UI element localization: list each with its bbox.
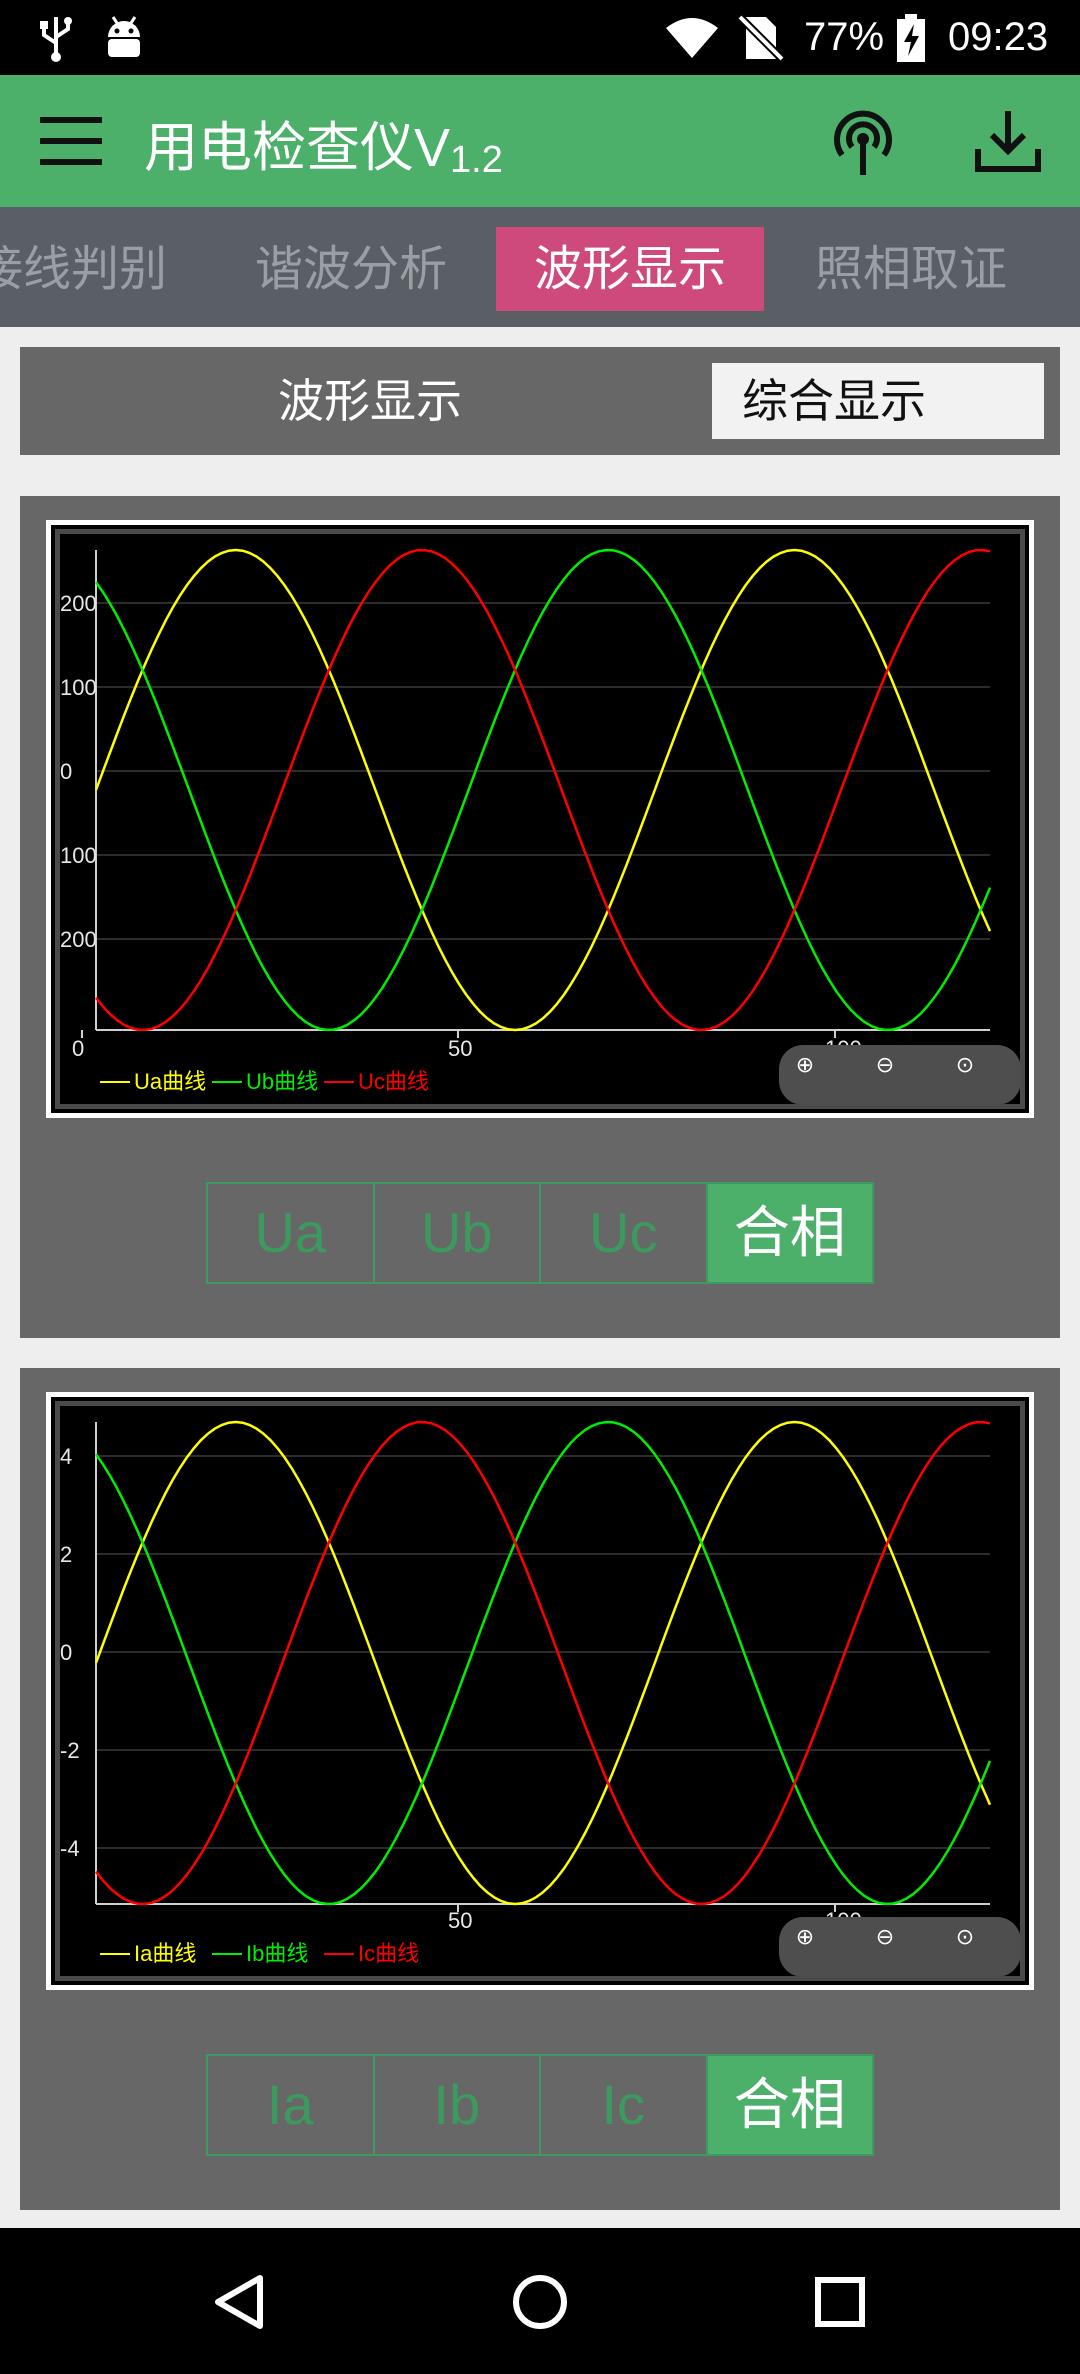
y-tick-label: 200 [60, 591, 97, 616]
zoom-in-icon[interactable]: ⊕ [795, 1053, 815, 1078]
x-tick-label: 50 [448, 1036, 472, 1061]
mode-label: 波形显示 [278, 374, 462, 428]
download-icon[interactable] [972, 107, 1044, 175]
segment-ia[interactable]: Ia [208, 2056, 375, 2154]
segment-combined-voltage[interactable]: 合相 [707, 1184, 872, 1282]
menu-icon[interactable] [40, 111, 102, 171]
legend-label: Ib曲线 [246, 1941, 308, 1966]
series-line [94, 548, 992, 1032]
series-line [94, 548, 992, 1032]
segment-combined-current[interactable]: 合相 [707, 2056, 872, 2154]
tab-wiring[interactable]: 接线判别 [0, 241, 167, 297]
segment-ub[interactable]: Ub [375, 1184, 541, 1282]
battery-percent: 77% [804, 15, 885, 59]
divider [0, 327, 1080, 347]
android-debug-icon [104, 0, 144, 75]
series-line [94, 1420, 992, 1906]
home-icon[interactable] [510, 2272, 570, 2332]
segment-ic[interactable]: Ic [541, 2056, 708, 2154]
x-tick-label: 0 [72, 1036, 84, 1061]
legend-label: Ua曲线 [134, 1069, 206, 1094]
recents-icon[interactable] [810, 2272, 870, 2332]
app-version: 1.2 [450, 139, 503, 181]
navigation-bar [0, 2228, 1080, 2374]
clock: 09:23 [948, 15, 1049, 59]
back-icon[interactable] [210, 2272, 270, 2332]
tab-photo[interactable]: 照相取证 [814, 241, 1007, 297]
zoom-out-icon[interactable]: ⊖ [875, 1925, 895, 1950]
voltage-phase-selector: Ua Ub Uc 合相 [206, 1182, 874, 1284]
x-tick-label: 50 [448, 1908, 472, 1933]
voltage-chart-svg[interactable]: 2001000100200050100Ua曲线Ub曲线Uc曲线 [60, 534, 1020, 1104]
tab-waveform[interactable]: 波形显示 [496, 227, 764, 311]
legend-label: Ub曲线 [246, 1069, 318, 1094]
current-zoom-controls: ⊕ ⊖ ⊙ [779, 1917, 1021, 1977]
battery-charging-icon [894, 0, 928, 75]
combined-display-button[interactable]: 综合显示 [712, 363, 1044, 439]
y-tick-label: 0 [60, 759, 72, 784]
app-bar: 用电检查仪V1.2 [0, 75, 1080, 207]
legend-label: Ic曲线 [358, 1941, 419, 1966]
zoom-in-icon[interactable]: ⊕ [795, 1925, 815, 1950]
series-line [95, 1420, 991, 1906]
zoom-out-icon[interactable]: ⊖ [875, 1053, 895, 1078]
current-panel: 420-2-450100Ia曲线Ib曲线Ic曲线 ⊕ ⊖ ⊙ Ia Ib Ic … [20, 1368, 1060, 2210]
y-tick-label: 200 [60, 927, 97, 952]
signal-broadcast-icon[interactable] [826, 105, 900, 179]
current-phase-selector: Ia Ib Ic 合相 [206, 2054, 874, 2156]
app-title-text: 用电检查仪V [144, 118, 451, 178]
mode-bar: 波形显示 综合显示 [20, 347, 1060, 455]
tab-harmonic[interactable]: 谐波分析 [254, 241, 447, 297]
series-line [94, 1420, 992, 1906]
no-sim-icon [736, 0, 784, 75]
y-tick-label: 4 [60, 1444, 72, 1469]
segment-uc[interactable]: Uc [541, 1184, 708, 1282]
voltage-panel: 2001000100200050100Ua曲线Ub曲线Uc曲线 ⊕ ⊖ ⊙ Ua… [20, 496, 1060, 1338]
current-chart[interactable]: 420-2-450100Ia曲线Ib曲线Ic曲线 ⊕ ⊖ ⊙ [46, 1392, 1034, 1990]
tab-bar: 接线判别 谐波分析 波形显示 照相取证 [0, 207, 1080, 327]
current-chart-svg[interactable]: 420-2-450100Ia曲线Ib曲线Ic曲线 [60, 1406, 1020, 1976]
legend-label: Uc曲线 [358, 1069, 429, 1094]
zoom-reset-icon[interactable]: ⊙ [955, 1053, 975, 1078]
usb-icon [36, 0, 76, 75]
y-tick-label: -2 [60, 1738, 80, 1763]
status-bar: 77% 09:23 [0, 0, 1080, 75]
app-title: 用电检查仪V1.2 [144, 103, 503, 182]
y-tick-label: 0 [60, 1640, 72, 1665]
voltage-chart[interactable]: 2001000100200050100Ua曲线Ub曲线Uc曲线 ⊕ ⊖ ⊙ [46, 520, 1034, 1118]
zoom-reset-icon[interactable]: ⊙ [955, 1925, 975, 1950]
wifi-icon [664, 0, 720, 75]
voltage-zoom-controls: ⊕ ⊖ ⊙ [779, 1045, 1021, 1105]
legend-label: Ia曲线 [134, 1941, 196, 1966]
y-tick-label: 100 [60, 843, 97, 868]
y-tick-label: 2 [60, 1542, 72, 1567]
y-tick-label: -4 [60, 1836, 80, 1861]
series-line [95, 548, 991, 1032]
segment-ib[interactable]: Ib [375, 2056, 541, 2154]
segment-ua[interactable]: Ua [208, 1184, 375, 1282]
y-tick-label: 100 [60, 675, 97, 700]
